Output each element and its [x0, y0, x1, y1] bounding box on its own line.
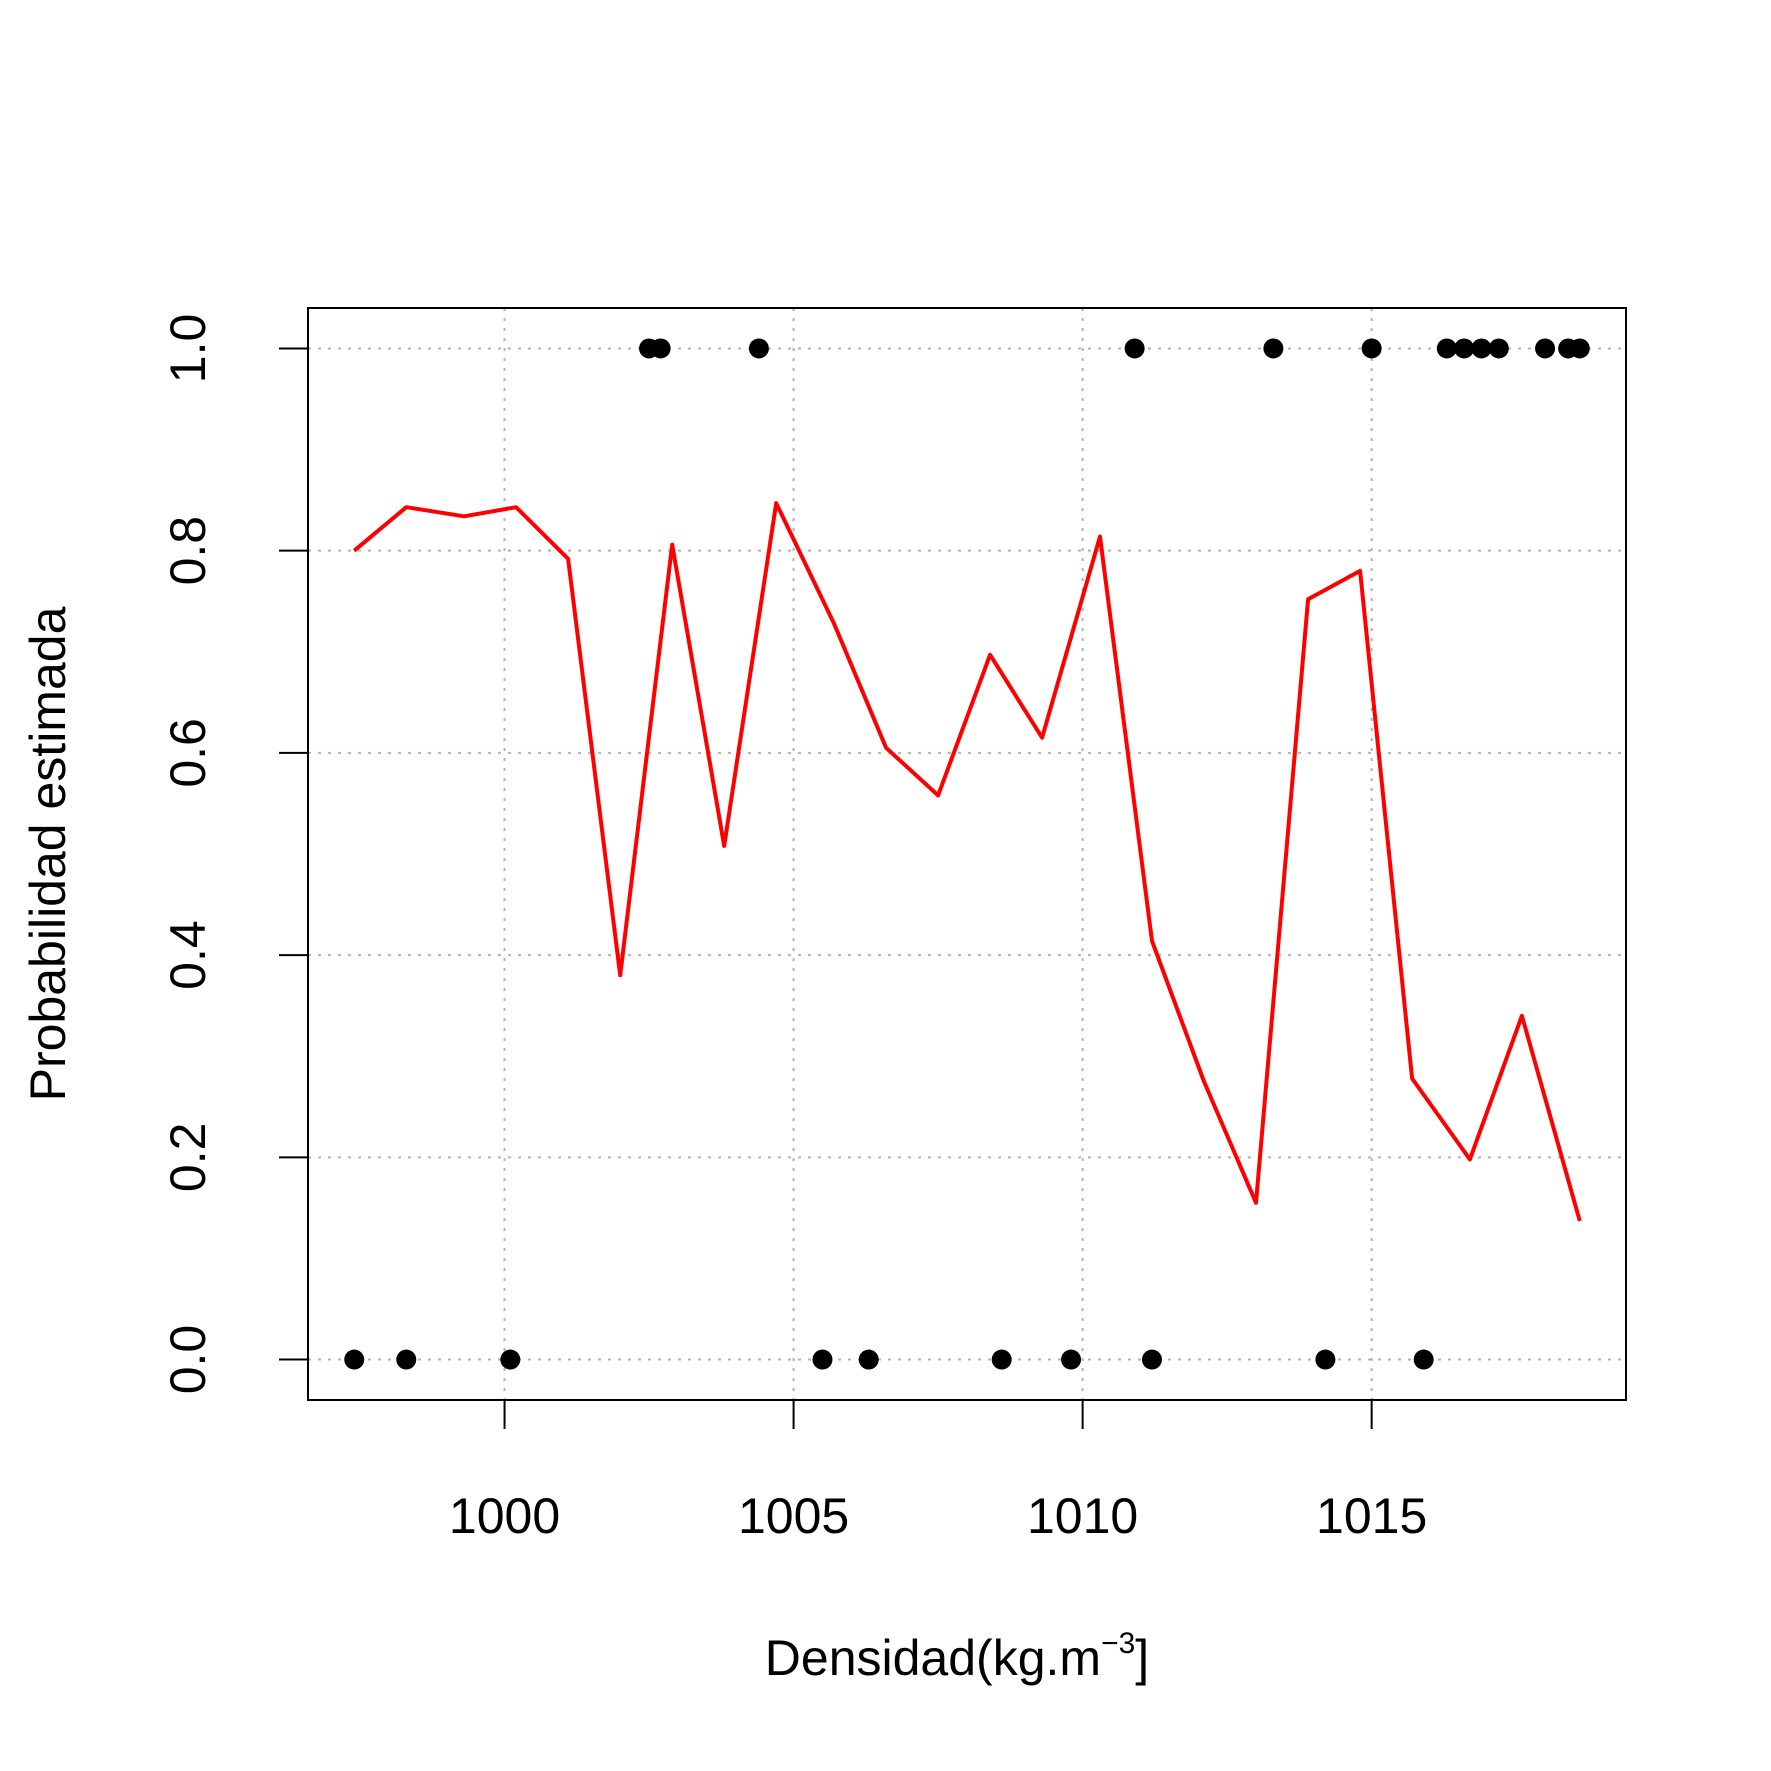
- data-point: [1569, 338, 1590, 359]
- data-point: [1413, 1349, 1434, 1370]
- data-point: [1141, 1349, 1162, 1370]
- data-point: [858, 1349, 879, 1370]
- y-tick-label: 0.4: [160, 920, 216, 990]
- data-point: [1471, 338, 1492, 359]
- data-point: [1315, 1349, 1336, 1370]
- data-point: [1361, 338, 1382, 359]
- x-tick-label: 1000: [449, 1488, 560, 1544]
- fitted-probability-polyline: [352, 501, 1582, 1222]
- data-point: [1535, 338, 1556, 359]
- data-point: [344, 1349, 365, 1370]
- y-tick-label: 0.6: [160, 718, 216, 788]
- grid: [308, 308, 1626, 1400]
- data-point: [1061, 1349, 1082, 1370]
- y-tick-label: 0.0: [160, 1325, 216, 1395]
- x-axis-title: Densidad(kg.m−3]: [765, 1627, 1149, 1686]
- x-tick-label: 1005: [738, 1488, 849, 1544]
- data-point: [1488, 338, 1509, 359]
- x-tick-label: 1010: [1027, 1488, 1138, 1544]
- y-axis-title: Probabilidad estimada: [20, 606, 76, 1101]
- data-point: [1436, 338, 1457, 359]
- data-point: [748, 338, 769, 359]
- data-point: [1124, 338, 1145, 359]
- data-point: [650, 338, 671, 359]
- data-point: [1263, 338, 1284, 359]
- data-point: [500, 1349, 521, 1370]
- fitted-probability-line: [352, 501, 1582, 1222]
- y-axis: 0.0 0.2 0.4 0.6 0.8 1.0: [160, 314, 309, 1395]
- y-tick-label: 0.2: [160, 1123, 216, 1193]
- observed-points: [344, 338, 1590, 1370]
- data-point: [991, 1349, 1012, 1370]
- x-axis: 1000 1005 1010 1015: [449, 1399, 1427, 1544]
- y-tick-label: 1.0: [160, 314, 216, 384]
- x-tick-label: 1015: [1316, 1488, 1427, 1544]
- y-tick-label: 0.8: [160, 516, 216, 586]
- data-point: [396, 1349, 417, 1370]
- plot-frame: [307, 307, 1627, 1401]
- data-point: [812, 1349, 833, 1370]
- data-point: [1454, 338, 1475, 359]
